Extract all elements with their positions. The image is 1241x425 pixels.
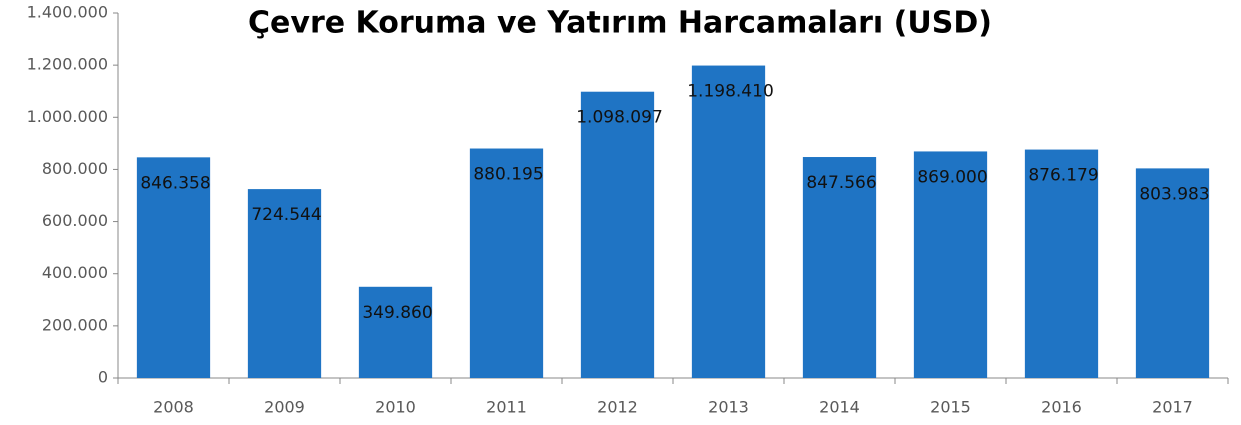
y-tick-label: 1.200.000 <box>27 55 108 74</box>
value-label: 803.983 <box>1139 184 1209 204</box>
bar <box>1135 168 1210 378</box>
bar <box>913 151 988 378</box>
value-label: 880.195 <box>473 165 543 185</box>
value-label: 349.860 <box>362 303 432 323</box>
bar <box>358 286 433 378</box>
value-label: 724.544 <box>251 205 321 225</box>
value-label: 846.358 <box>140 173 210 193</box>
x-tick-label: 2012 <box>597 398 638 417</box>
x-tick-label: 2013 <box>708 398 749 417</box>
y-tick-label: 1.400.000 <box>27 3 108 22</box>
x-tick-label: 2017 <box>1152 398 1193 417</box>
bar <box>469 148 544 378</box>
x-tick-label: 2009 <box>264 398 305 417</box>
x-tick-label: 2014 <box>819 398 860 417</box>
y-tick-label: 0 <box>98 368 108 387</box>
y-tick-label: 800.000 <box>42 159 108 178</box>
value-label: 869.000 <box>917 167 987 187</box>
value-label: 1.098.097 <box>576 108 663 128</box>
x-tick-label: 2011 <box>486 398 527 417</box>
value-label: 876.179 <box>1028 166 1098 186</box>
y-tick-label: 200.000 <box>42 315 108 334</box>
chart-title: Çevre Koruma ve Yatırım Harcamaları (USD… <box>248 6 992 41</box>
value-label: 1.198.410 <box>687 82 774 102</box>
bar <box>247 189 322 378</box>
y-tick-label: 1.000.000 <box>27 107 108 126</box>
y-tick-label: 400.000 <box>42 263 108 282</box>
y-tick-label: 600.000 <box>42 211 108 230</box>
value-label: 847.566 <box>806 173 876 193</box>
x-tick-label: 2016 <box>1041 398 1082 417</box>
x-tick-label: 2010 <box>375 398 416 417</box>
bar <box>136 157 211 378</box>
x-tick-label: 2015 <box>930 398 971 417</box>
bar <box>802 157 877 378</box>
x-tick-label: 2008 <box>153 398 194 417</box>
bar <box>691 65 766 378</box>
bar <box>580 91 655 379</box>
bar <box>1024 149 1099 378</box>
